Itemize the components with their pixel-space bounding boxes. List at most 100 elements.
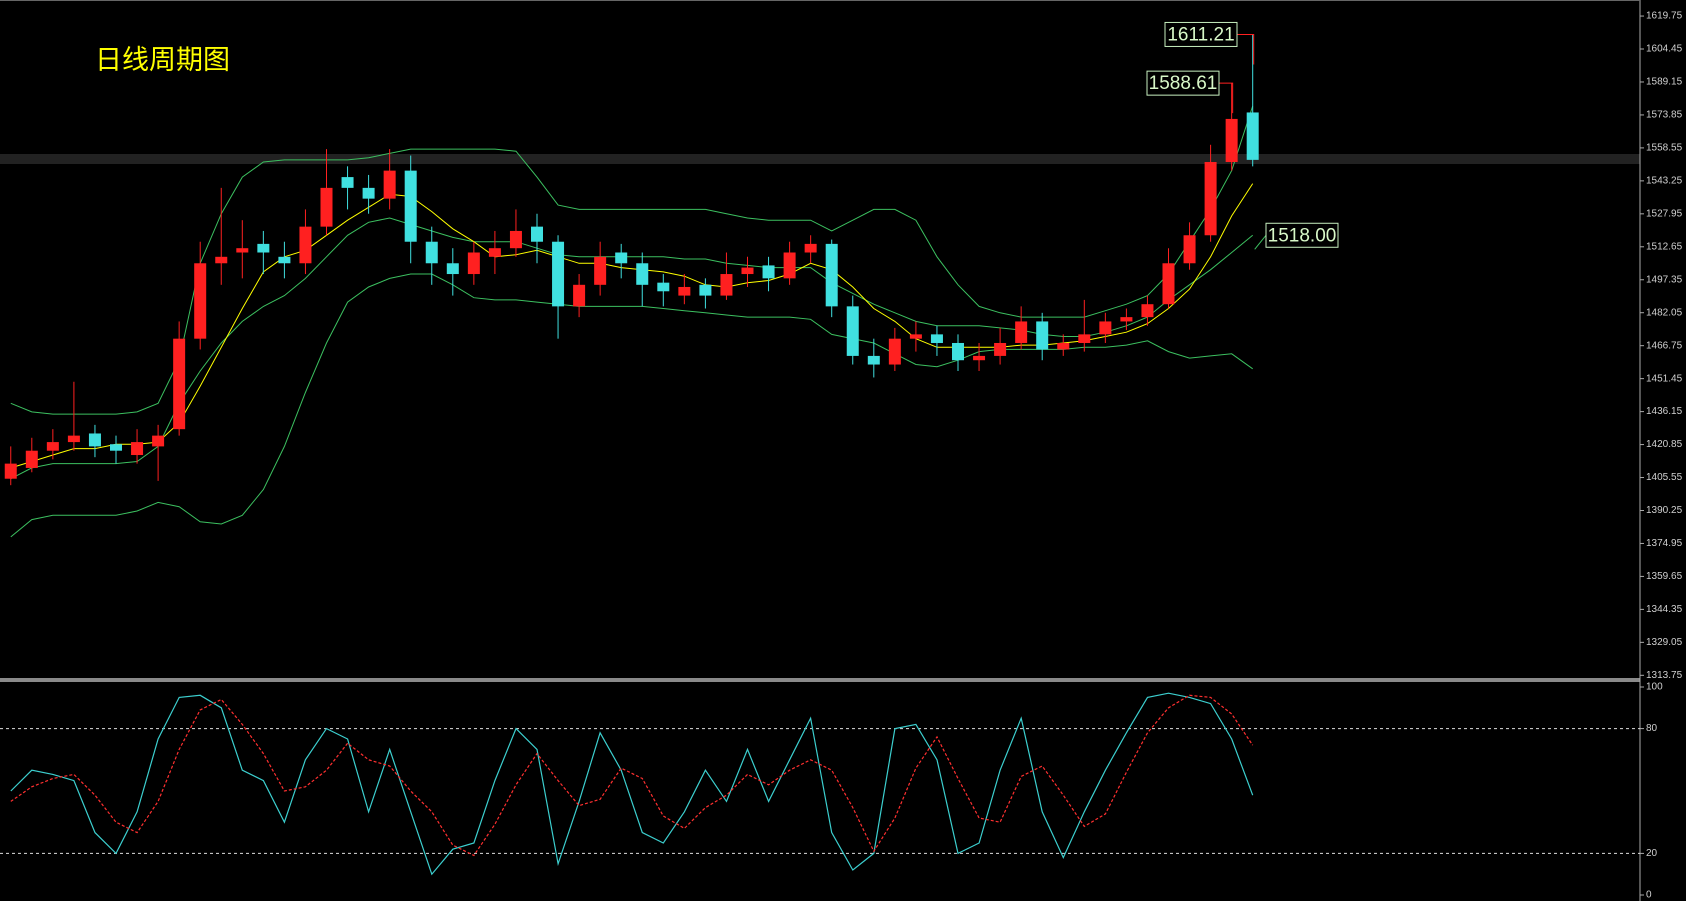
candle-body [804,243,817,253]
candle-body [67,435,80,443]
annotation-label: 1518.00 [1268,225,1337,246]
candle-body [446,263,459,275]
y-tick-label: 1329.05 [1646,637,1683,648]
y-tick-label: 1466.75 [1646,340,1683,351]
annotation-leader [1237,33,1255,65]
candle-body [88,433,101,447]
candle-body [1204,162,1217,236]
y-tick-label: 1374.95 [1646,538,1683,549]
candle-body [909,334,922,339]
y-tick-label: 100 [1646,682,1663,693]
crosshair-band [0,154,1640,164]
candle-body [383,170,396,199]
annotation-box [1164,21,1238,47]
candle-body [867,355,880,365]
y-tick-label: 1405.55 [1646,472,1683,483]
y-tick-label: 1619.75 [1646,11,1683,22]
candle-body [152,435,165,447]
candle-body [1183,235,1196,264]
y-tick-label: 1573.85 [1646,110,1683,121]
candle-body [215,256,228,264]
annotation-box [1265,222,1339,248]
y-tick-label: 1482.05 [1646,307,1683,318]
oscillator-line [10,692,1254,876]
candle-body [762,265,775,279]
candle-body [1036,321,1049,350]
candle-body [4,463,17,479]
y-tick-label: 1512.65 [1646,241,1683,252]
candle-body [930,334,943,343]
y-tick-label: 80 [1646,723,1658,734]
candle-body [25,450,38,468]
candle-body [1225,118,1238,163]
y-tick-label: 1543.25 [1646,176,1683,187]
candle-body [1057,342,1070,350]
candle-body [320,187,333,227]
y-tick-label: 1390.25 [1646,505,1683,516]
y-tick-label: 20 [1646,848,1658,859]
candle-body [783,252,796,279]
annotation-leader [1254,234,1267,250]
candle-body [531,226,543,242]
y-tick-label: 0 [1646,890,1652,901]
candle-body [488,248,501,257]
annotation-label: 1611.21 [1167,24,1234,45]
oscillator-line [10,694,1254,857]
candle-body [46,442,59,451]
candle-body [404,170,417,242]
candle-body [594,256,607,285]
candle-body [825,243,838,307]
candle-body [110,444,122,451]
candle-body [952,342,964,361]
candle-body [973,355,986,361]
candle-body [299,226,312,264]
candle-body [846,306,859,356]
candle-body [657,282,670,292]
candle-body [573,284,586,307]
candle-body [509,230,522,249]
y-tick-label: 1558.55 [1646,143,1683,154]
candle-body [994,342,1007,356]
y-tick-label: 1604.45 [1646,44,1683,55]
y-tick-label: 1451.45 [1646,373,1683,384]
y-tick-label: 1497.35 [1646,274,1683,285]
candle-body [131,442,144,456]
y-tick-label: 1359.65 [1646,571,1683,582]
y-tick-label: 1436.15 [1646,406,1683,417]
y-tick-label: 1313.75 [1646,670,1683,681]
candle-body [888,338,901,365]
candle-body [1141,304,1154,318]
candle-body [699,284,712,296]
candle-body [425,241,438,264]
candle-body [257,243,270,253]
candle-body [173,338,186,430]
candle-body [341,177,354,188]
candle-body [1015,321,1028,343]
candle-body [1078,334,1091,343]
candle-body [1120,317,1133,322]
candle-body [615,252,628,264]
y-tick-label: 1527.95 [1646,208,1683,219]
candle-body [467,252,480,275]
candle-body [636,263,649,285]
candle-body [720,274,733,296]
candle-body [362,187,375,199]
annotation-box [1146,70,1220,96]
chart-title: 日线周期图 [95,45,230,75]
candle-body [236,248,249,253]
candle-body [1162,263,1175,305]
annotation-label: 1588.61 [1149,73,1218,94]
y-tick-label: 1420.85 [1646,439,1683,450]
candle-body [678,286,691,296]
candle-body [741,267,754,275]
candle-body [194,263,207,339]
candle-body [278,256,291,264]
candle-body [1099,321,1112,335]
annotation-leader [1219,82,1234,114]
candle-body [552,241,565,307]
y-tick-label: 1344.35 [1646,604,1683,615]
y-tick-label: 1589.15 [1646,77,1683,88]
